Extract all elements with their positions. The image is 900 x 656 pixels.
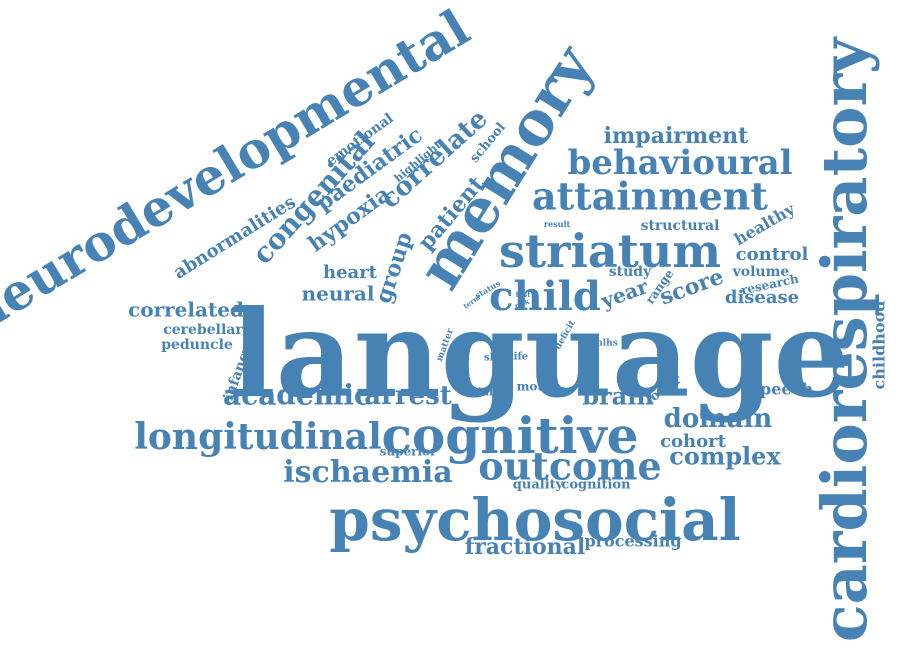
word-skill: skill <box>484 353 508 364</box>
word-behavioural: behavioural <box>567 143 792 183</box>
word-domain: domain <box>664 404 773 434</box>
word-disease: disease <box>725 287 799 308</box>
word-speech: speech <box>751 380 813 399</box>
word-childhood: childhood <box>870 301 889 390</box>
word-arrest: arrest <box>364 381 451 411</box>
word-longitudinal: longitudinal <box>134 416 382 458</box>
word-test: test <box>516 290 532 299</box>
word-study: study <box>609 264 652 280</box>
word-cohort: cohort <box>660 431 727 452</box>
word-cognition: cognition <box>561 478 631 493</box>
word-hlhs: hlhs <box>596 339 618 349</box>
word-brain: brain <box>582 382 654 411</box>
word-ischaemia: ischaemia <box>283 455 452 490</box>
word-result: result <box>544 219 571 229</box>
word-correlated: correlated <box>128 298 244 322</box>
word-control: control <box>736 244 809 265</box>
word-cerebellar: cerebellar <box>163 322 243 338</box>
word-attainment: attainment <box>532 174 768 219</box>
word-processing: processing <box>584 532 681 551</box>
word-fractional: fractional <box>465 534 586 560</box>
word-cognitive: cognitive <box>381 406 638 465</box>
word-heart: heart <box>323 262 378 283</box>
word-structural: structural <box>641 218 720 234</box>
word-cardiorespiratory: cardiorespiratory <box>808 36 881 642</box>
word-impairment: impairment <box>604 123 749 149</box>
word-peduncle: peduncle <box>161 337 233 353</box>
word-superior: superior <box>380 445 437 459</box>
word-child: child <box>489 273 601 320</box>
word-motor: motor <box>517 380 558 394</box>
word-academic: academic <box>223 379 371 412</box>
word-complex: complex <box>669 442 781 471</box>
word-volume: volume <box>732 264 790 280</box>
word-adult: adult <box>468 388 498 399</box>
word-psychosocial: psychosocial <box>329 486 740 554</box>
word-language: language <box>230 284 850 425</box>
word-neural: neural <box>302 282 375 306</box>
word-striatum: striatum <box>499 224 721 278</box>
word-quality: quality <box>513 478 564 493</box>
word-outcome: outcome <box>478 444 661 489</box>
word-life: life <box>510 352 528 363</box>
